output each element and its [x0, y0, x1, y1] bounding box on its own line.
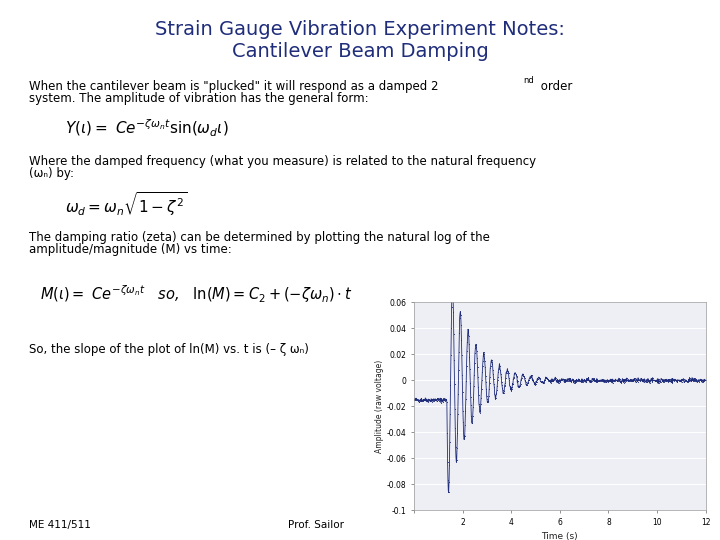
Text: $M(\iota){=}\ Ce^{-\zeta\omega_n t}$   so,   $\ln(M) = C_2 + (-\zeta\omega_n)\cd: $M(\iota){=}\ Ce^{-\zeta\omega_n t}$ so,…: [40, 284, 352, 305]
Text: Cantilever Beam Damping: Cantilever Beam Damping: [232, 42, 488, 61]
Text: Prof. Sailor: Prof. Sailor: [288, 520, 344, 530]
Text: (ωₙ) by:: (ωₙ) by:: [29, 167, 73, 180]
Text: order: order: [537, 80, 572, 93]
Text: $Y(\iota){=}\ Ce^{-\zeta\omega_n t}\sin(\omega_d \iota)$: $Y(\iota){=}\ Ce^{-\zeta\omega_n t}\sin(…: [65, 118, 228, 139]
X-axis label: Time (s): Time (s): [541, 532, 578, 540]
Text: ME 411/511: ME 411/511: [29, 520, 91, 530]
Text: The damping ratio (zeta) can be determined by plotting the natural log of the: The damping ratio (zeta) can be determin…: [29, 231, 490, 244]
Text: nd: nd: [523, 76, 534, 85]
Text: system. The amplitude of vibration has the general form:: system. The amplitude of vibration has t…: [29, 92, 369, 105]
Text: When the cantilever beam is "plucked" it will respond as a damped 2: When the cantilever beam is "plucked" it…: [29, 80, 438, 93]
Text: Where the damped frequency (what you measure) is related to the natural frequenc: Where the damped frequency (what you mea…: [29, 156, 536, 168]
Text: amplitude/magnitude (M) vs time:: amplitude/magnitude (M) vs time:: [29, 243, 232, 256]
Text: So, the slope of the plot of ln(M) vs. t is (– ζ ωₙ): So, the slope of the plot of ln(M) vs. t…: [29, 343, 309, 356]
Text: $\omega_d = \omega_n\sqrt{1-\zeta^2}$: $\omega_d = \omega_n\sqrt{1-\zeta^2}$: [65, 191, 187, 218]
Text: Strain Gauge Vibration Experiment Notes:: Strain Gauge Vibration Experiment Notes:: [155, 20, 565, 39]
Y-axis label: Amplitude (raw voltage): Amplitude (raw voltage): [375, 360, 384, 453]
